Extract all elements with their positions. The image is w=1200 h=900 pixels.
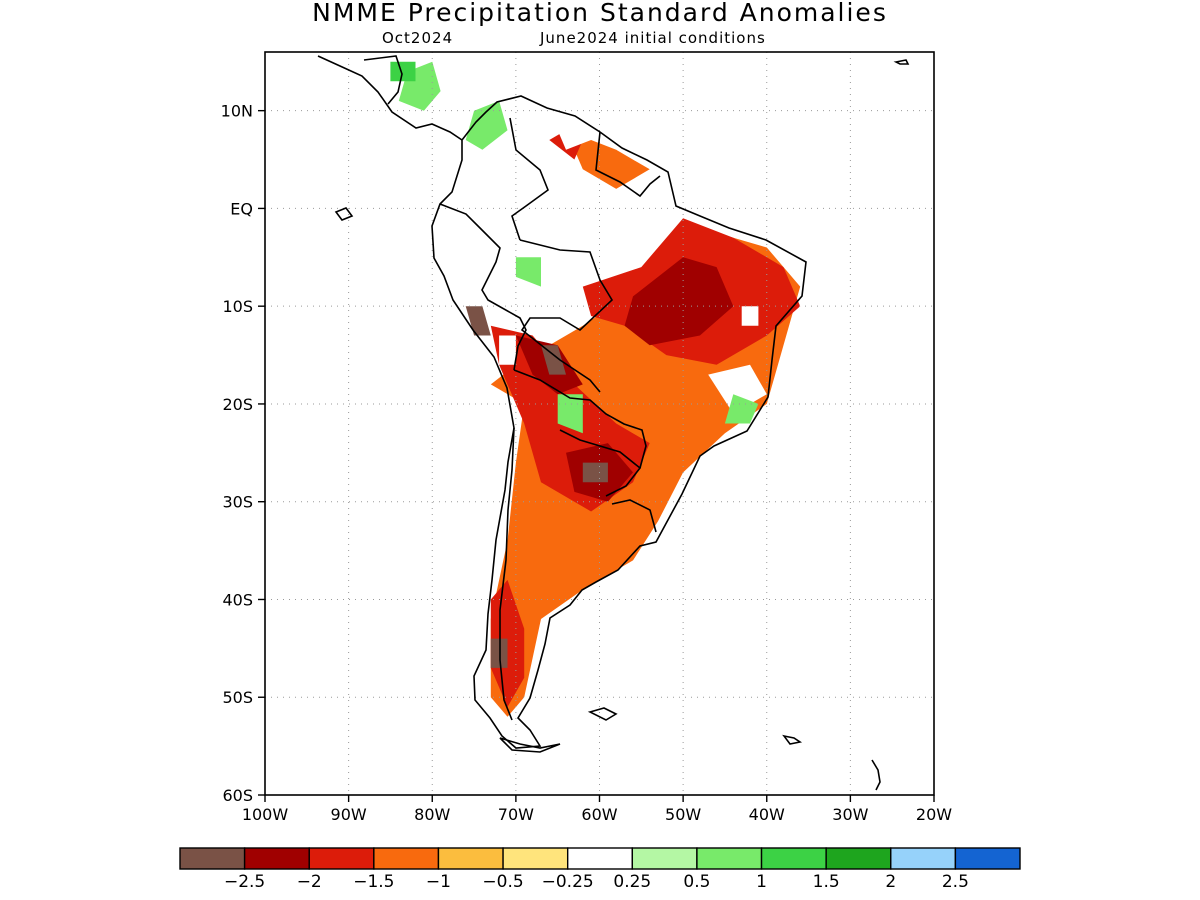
colorbar-label-5: −0.25	[542, 872, 594, 892]
lon-label-3: 70W	[498, 805, 534, 824]
lon-label-2: 80W	[414, 805, 450, 824]
anomaly-region-14	[557, 120, 592, 150]
lon-label-0: 100W	[242, 805, 289, 824]
colorbar-label-1: −2	[297, 872, 322, 892]
colorbar-swatch-2	[308, 847, 375, 870]
border-guianas	[595, 131, 661, 198]
anomaly-region-13	[499, 218, 550, 258]
anomaly-region-21	[557, 394, 583, 434]
anomaly-region-12	[490, 638, 508, 668]
lat-label-5: 40S	[222, 590, 253, 609]
color-legend: −2.5 −2 −1.5 −1 −0.5 −0.25 0.25 0.5 1 1.5 2 2.5	[179, 847, 1021, 892]
anomaly-region-16	[741, 306, 759, 326]
colorbar-swatch-3	[373, 847, 440, 870]
central-america-coastline	[317, 55, 463, 141]
anomaly-region-23	[390, 61, 416, 82]
falkland-islands	[587, 707, 618, 721]
colorbar-swatch-11	[890, 847, 957, 870]
map-frame	[264, 51, 935, 796]
tierra-del-fuego-islands	[499, 737, 561, 753]
colorbar-label-2: −1.5	[353, 872, 394, 892]
lat-label-2: 10S	[222, 297, 253, 316]
colorbar-swatch-12	[954, 847, 1021, 870]
south-georgia	[782, 734, 803, 745]
colorbar-label-3: −1	[426, 872, 451, 892]
colorbar-label-6: 0.25	[613, 872, 651, 892]
anomaly-region-19	[465, 100, 508, 150]
caribbean-north-coast	[363, 55, 403, 105]
lat-label-4: 30S	[222, 493, 253, 512]
colorbar-label-0: −2.5	[224, 872, 265, 892]
anomaly-region-17	[499, 335, 516, 365]
colorbar-swatch-6	[566, 847, 634, 870]
colorbar-swatch-10	[825, 847, 892, 870]
lat-label-3: 20S	[222, 395, 253, 414]
lon-label-7: 30W	[832, 805, 868, 824]
lat-label-7: 60S	[222, 786, 253, 805]
coastlines	[317, 55, 910, 791]
target-month: Oct2024	[382, 29, 454, 47]
colorbar-swatch-5	[502, 847, 569, 870]
colorbar-label-9: 1.5	[813, 872, 840, 892]
atlantic-islands-ne	[893, 59, 910, 65]
border-brazil-west	[519, 239, 614, 393]
initial-conditions: June2024 initial conditions	[540, 29, 766, 47]
lon-label-6: 40W	[749, 805, 785, 824]
lat-label-0: 10N	[221, 102, 253, 121]
colorbar-swatch-8	[696, 847, 763, 870]
anomaly-region-9	[465, 306, 491, 336]
lon-label-4: 60W	[581, 805, 617, 824]
anomaly-region-22	[724, 394, 759, 424]
anomaly-fill-layer	[390, 61, 801, 717]
border-colombia-venezuela	[509, 117, 549, 241]
anomaly-region-20	[515, 257, 541, 287]
colorbar-label-8: 1	[756, 872, 767, 892]
colorbar-label-10: 2	[885, 872, 896, 892]
anomaly-region-10	[541, 345, 566, 375]
anomaly-region-6	[624, 257, 734, 346]
colorbar-swatch-0	[179, 847, 246, 870]
colorbar-swatch-7	[631, 847, 698, 870]
lon-label-5: 50W	[665, 805, 701, 824]
colorbar-label-11: 2.5	[942, 872, 969, 892]
lon-label-8: 20W	[916, 805, 952, 824]
lat-label-1: EQ	[230, 199, 253, 218]
lon-label-1: 90W	[331, 805, 367, 824]
colorbar-swatch-9	[760, 847, 827, 870]
galapagos-islands	[334, 207, 354, 221]
border-chile-argentina	[499, 427, 515, 721]
colorbar-label-4: −0.5	[482, 872, 523, 892]
latitude-labels: 10N EQ 10S 20S 30S 40S 50S 60S	[221, 102, 253, 805]
anomaly-region-1	[566, 130, 650, 189]
map-title: NMME Precipitation Standard Anomalies	[312, 0, 888, 27]
border-ecuador-peru	[439, 203, 527, 371]
border-bolivia	[513, 369, 647, 469]
gridlines	[258, 52, 935, 802]
longitude-labels: 100W 90W 80W 70W 60W 50W 40W 30W 20W	[242, 805, 952, 824]
south-america-coastline	[431, 95, 807, 749]
colorbar-label-7: 0.5	[683, 872, 710, 892]
lat-label-6: 50S	[222, 688, 253, 707]
anomaly-region-15	[708, 364, 767, 414]
border-uruguay	[611, 499, 657, 533]
colorbar-swatch-4	[437, 847, 504, 870]
border-paraguay	[559, 429, 642, 497]
anomaly-region-11	[582, 462, 608, 483]
colorbar-swatch-1	[243, 847, 310, 870]
south-sandwich-islands	[871, 759, 881, 791]
